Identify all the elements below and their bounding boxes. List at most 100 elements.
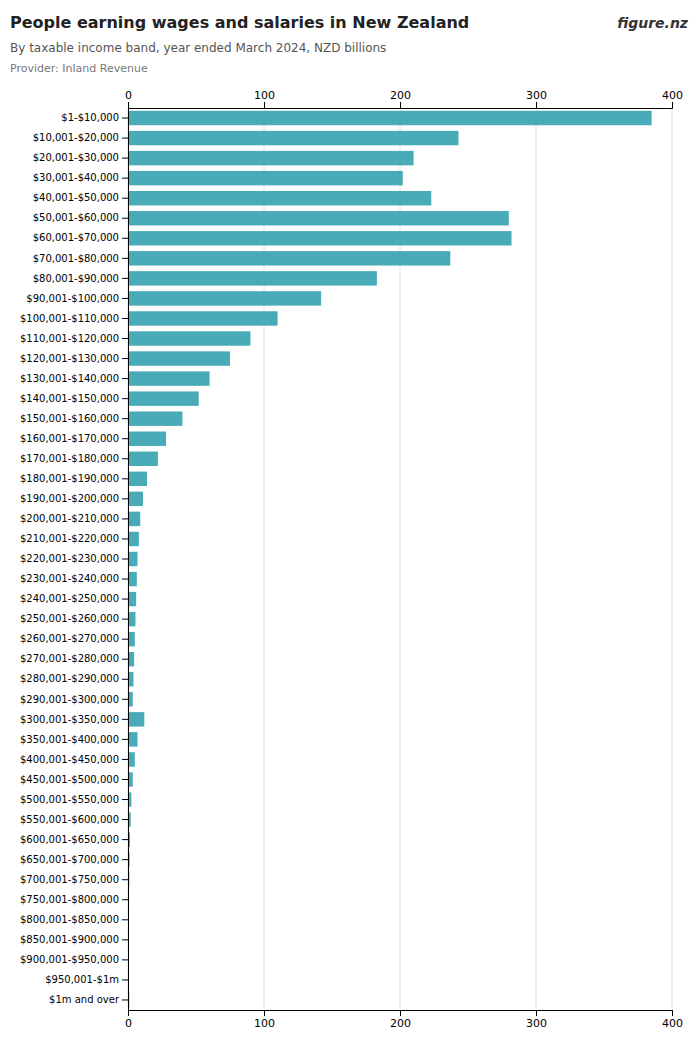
tick: $10,001-$20,000 xyxy=(33,132,128,143)
tick-mark xyxy=(122,418,128,419)
bar xyxy=(128,552,138,566)
tick-mark xyxy=(122,338,128,339)
tick-label: $850,001-$900,000 xyxy=(20,934,119,945)
tick-label: 100 xyxy=(254,89,275,102)
tick: $600,001-$650,000 xyxy=(20,834,128,845)
tick: $550,001-$600,000 xyxy=(20,814,128,825)
tick-label: 100 xyxy=(254,1017,275,1030)
grid xyxy=(128,108,672,1010)
chart: People earning wages and salaries in New… xyxy=(0,0,700,1050)
bar xyxy=(128,351,230,365)
tick-label: 200 xyxy=(390,1017,411,1030)
tick-label: 0 xyxy=(125,89,132,102)
tick-mark xyxy=(672,102,673,108)
tick-mark xyxy=(122,218,128,219)
grid-line xyxy=(536,108,537,1010)
tick-label: $500,001-$550,000 xyxy=(20,794,119,805)
tick: 200 xyxy=(390,1010,411,1030)
tick-label: $210,001-$220,000 xyxy=(20,533,119,544)
tick-mark xyxy=(122,839,128,840)
bar xyxy=(128,311,278,325)
tick-label: $80,001-$90,000 xyxy=(33,273,119,284)
tick: $20,001-$30,000 xyxy=(33,152,128,163)
tick-mark xyxy=(122,939,128,940)
tick-label: $220,001-$230,000 xyxy=(20,553,119,564)
bar xyxy=(128,251,450,265)
tick-mark xyxy=(122,859,128,860)
tick-mark xyxy=(122,398,128,399)
tick-mark xyxy=(122,779,128,780)
tick-label: $450,001-$500,000 xyxy=(20,774,119,785)
tick: $160,001-$170,000 xyxy=(20,433,128,444)
tick: 200 xyxy=(390,89,411,108)
tick-mark xyxy=(122,158,128,159)
tick-label: $800,001-$850,000 xyxy=(20,914,119,925)
bar xyxy=(128,191,431,205)
bar xyxy=(128,712,144,726)
tick-label: 400 xyxy=(662,1017,683,1030)
tick: $180,001-$190,000 xyxy=(20,473,128,484)
tick: $90,001-$100,000 xyxy=(26,293,128,304)
tick-label: $230,001-$240,000 xyxy=(20,573,119,584)
tick-mark xyxy=(122,979,128,980)
tick-mark xyxy=(122,358,128,359)
tick-mark xyxy=(122,619,128,620)
tick: 0 xyxy=(125,1010,132,1030)
tick-mark xyxy=(122,478,128,479)
tick-mark xyxy=(122,679,128,680)
tick: $210,001-$220,000 xyxy=(20,533,128,544)
bars xyxy=(128,111,652,1007)
bar xyxy=(128,752,135,766)
grid-line xyxy=(672,108,673,1010)
tick-mark xyxy=(122,959,128,960)
tick: $800,001-$850,000 xyxy=(20,914,128,925)
bar xyxy=(128,452,158,466)
tick-label: $280,001-$290,000 xyxy=(20,673,119,684)
tick: $100,001-$110,000 xyxy=(20,313,128,324)
tick: $190,001-$200,000 xyxy=(20,493,128,504)
bar xyxy=(128,291,321,305)
bar xyxy=(128,612,135,626)
tick-mark xyxy=(122,198,128,199)
tick-mark xyxy=(122,258,128,259)
bar xyxy=(128,432,166,446)
tick: $40,001-$50,000 xyxy=(33,192,128,203)
tick: 0 xyxy=(125,89,132,108)
tick-label: $350,001-$400,000 xyxy=(20,734,119,745)
tick-label: 400 xyxy=(662,89,683,102)
bar xyxy=(128,492,143,506)
tick-label: $700,001-$750,000 xyxy=(20,874,119,885)
bar xyxy=(128,211,509,225)
tick-label: $90,001-$100,000 xyxy=(26,293,119,304)
tick: 300 xyxy=(526,89,547,108)
tick: $500,001-$550,000 xyxy=(20,794,128,805)
tick-mark xyxy=(122,599,128,600)
bar xyxy=(128,592,136,606)
tick: $850,001-$900,000 xyxy=(20,934,128,945)
tick: $240,001-$250,000 xyxy=(20,593,128,604)
tick-mark xyxy=(122,238,128,239)
x-axis-top: 0 100 200 300 400 xyxy=(125,89,683,109)
bar xyxy=(128,231,512,245)
tick: $220,001-$230,000 xyxy=(20,553,128,564)
tick-mark xyxy=(122,819,128,820)
bar xyxy=(128,411,182,425)
tick-mark xyxy=(122,879,128,880)
tick-mark xyxy=(264,1010,265,1016)
bar xyxy=(128,512,140,526)
tick-label: $130,001-$140,000 xyxy=(20,373,119,384)
bar xyxy=(128,632,135,646)
bar xyxy=(128,171,403,185)
tick: 100 xyxy=(254,89,275,108)
tick: 100 xyxy=(254,1010,275,1030)
bar xyxy=(128,131,458,145)
tick-label: $600,001-$650,000 xyxy=(20,834,119,845)
tick-mark xyxy=(122,518,128,519)
tick: $450,001-$500,000 xyxy=(20,774,128,785)
tick: 400 xyxy=(662,89,683,108)
tick-mark xyxy=(122,538,128,539)
tick-mark xyxy=(122,378,128,379)
bar xyxy=(128,271,377,285)
tick-label: $900,001-$950,000 xyxy=(20,954,119,965)
tick: $250,001-$260,000 xyxy=(20,613,128,624)
